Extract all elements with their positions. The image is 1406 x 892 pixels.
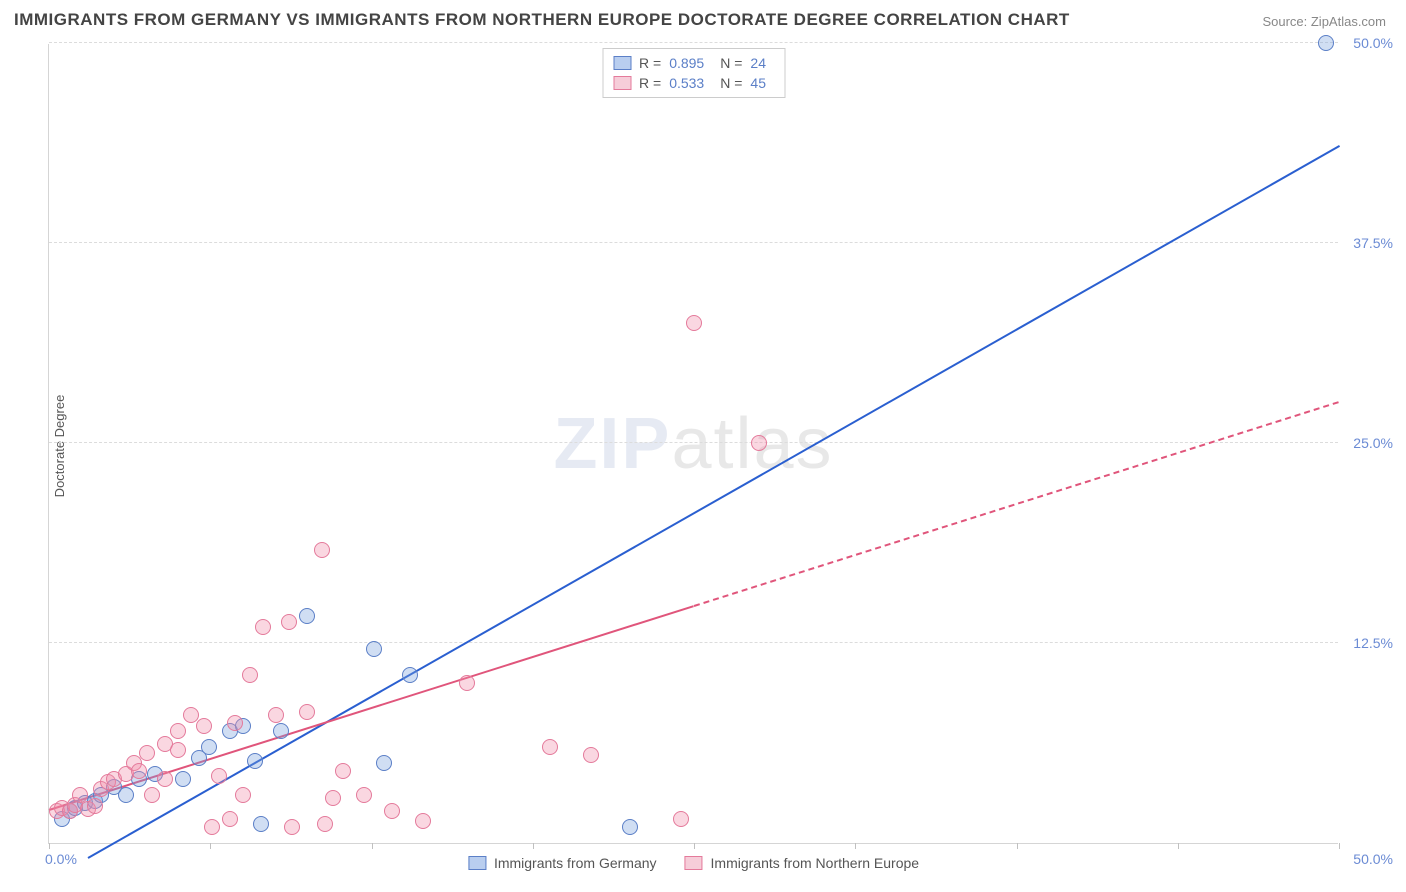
y-tick-label: 37.5% (1353, 235, 1393, 251)
data-point (299, 704, 315, 720)
gridline-horizontal (49, 442, 1338, 443)
data-point (268, 707, 284, 723)
data-point (317, 816, 333, 832)
x-tick (533, 843, 534, 849)
data-point (253, 816, 269, 832)
data-point (335, 763, 351, 779)
data-point (235, 787, 251, 803)
gridline-horizontal (49, 42, 1338, 43)
data-point (196, 718, 212, 734)
data-point (211, 768, 227, 784)
data-point (356, 787, 372, 803)
data-point (673, 811, 689, 827)
x-tick (372, 843, 373, 849)
data-point (242, 667, 258, 683)
data-point (622, 819, 638, 835)
legend-swatch (685, 856, 703, 870)
x-axis-origin-label: 0.0% (45, 851, 77, 867)
x-tick (210, 843, 211, 849)
watermark: ZIPatlas (553, 403, 833, 485)
data-point (157, 771, 173, 787)
legend-series-label: Immigrants from Germany (494, 855, 657, 871)
data-point (175, 771, 191, 787)
x-tick (1017, 843, 1018, 849)
x-tick (1339, 843, 1340, 849)
y-tick-label: 50.0% (1353, 35, 1393, 51)
source-attribution: Source: ZipAtlas.com (1262, 14, 1386, 29)
data-point (751, 435, 767, 451)
data-point (325, 790, 341, 806)
data-point (131, 763, 147, 779)
data-point (281, 614, 297, 630)
data-point (1318, 35, 1334, 51)
data-point (204, 819, 220, 835)
legend-series-label: Immigrants from Northern Europe (711, 855, 920, 871)
legend-n-value: 24 (750, 55, 766, 71)
data-point (583, 747, 599, 763)
data-point (170, 723, 186, 739)
legend-n-label: N = (720, 55, 742, 71)
data-point (273, 723, 289, 739)
data-point (255, 619, 271, 635)
legend-series-item: Immigrants from Germany (468, 855, 657, 871)
gridline-horizontal (49, 242, 1338, 243)
y-tick-label: 12.5% (1353, 635, 1393, 651)
trend-line (694, 401, 1340, 607)
data-point (222, 811, 238, 827)
y-tick-label: 25.0% (1353, 435, 1393, 451)
legend-n-value: 45 (750, 75, 766, 91)
legend-r-value: 0.533 (669, 75, 704, 91)
legend-stat-row: R = 0.533 N = 45 (613, 73, 774, 93)
data-point (384, 803, 400, 819)
data-point (284, 819, 300, 835)
legend-swatch (613, 56, 631, 70)
legend-series-item: Immigrants from Northern Europe (685, 855, 920, 871)
data-point (459, 675, 475, 691)
x-tick (694, 843, 695, 849)
legend-series: Immigrants from Germany Immigrants from N… (468, 855, 919, 871)
data-point (139, 745, 155, 761)
data-point (415, 813, 431, 829)
source-label: Source: (1262, 14, 1310, 29)
x-tick (1178, 843, 1179, 849)
legend-r-label: R = (639, 55, 661, 71)
data-point (314, 542, 330, 558)
data-point (542, 739, 558, 755)
watermark-bold: ZIP (553, 404, 671, 484)
legend-statistics: R = 0.895 N = 24 R = 0.533 N = 45 (602, 48, 785, 98)
data-point (376, 755, 392, 771)
chart-title: IMMIGRANTS FROM GERMANY VS IMMIGRANTS FR… (14, 10, 1070, 30)
legend-n-label: N = (720, 75, 742, 91)
legend-swatch (613, 76, 631, 90)
data-point (201, 739, 217, 755)
data-point (366, 641, 382, 657)
trend-line (87, 145, 1339, 859)
data-point (686, 315, 702, 331)
x-axis-max-label: 50.0% (1353, 851, 1393, 867)
data-point (299, 608, 315, 624)
data-point (170, 742, 186, 758)
gridline-horizontal (49, 642, 1338, 643)
data-point (118, 787, 134, 803)
data-point (87, 798, 103, 814)
x-tick (855, 843, 856, 849)
legend-r-value: 0.895 (669, 55, 704, 71)
data-point (227, 715, 243, 731)
legend-swatch (468, 856, 486, 870)
source-value: ZipAtlas.com (1311, 14, 1386, 29)
data-point (144, 787, 160, 803)
data-point (247, 753, 263, 769)
data-point (402, 667, 418, 683)
legend-r-label: R = (639, 75, 661, 91)
scatter-plot: ZIPatlas R =0.895N =24R =0.533N =45 0.0%… (48, 44, 1338, 844)
x-tick (49, 843, 50, 849)
legend-stat-row: R = 0.895 N = 24 (613, 53, 774, 73)
